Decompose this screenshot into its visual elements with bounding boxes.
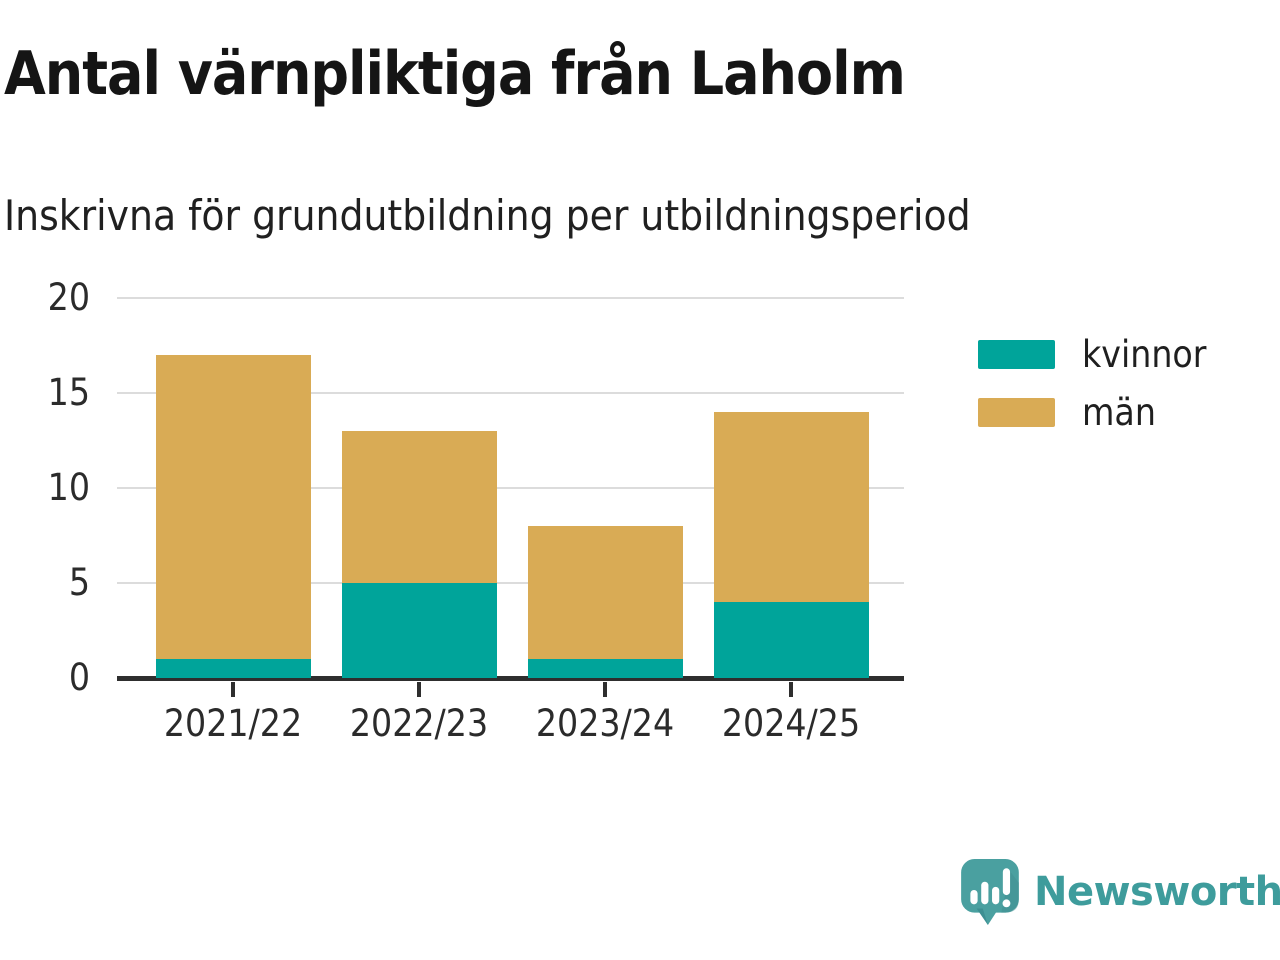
y-axis-tick-label: 0 <box>68 656 90 699</box>
bar-segment-män-2022/23 <box>341 431 497 583</box>
y-axis: 0 5 10 15 20 <box>0 276 95 699</box>
x-axis-label-2024/25: 2024/25 <box>721 702 861 745</box>
gridline-y10 <box>117 487 904 489</box>
x-axis-tick <box>789 682 793 697</box>
x-axis-tick <box>603 682 607 697</box>
legend-label-kvinnor: kvinnor <box>1082 333 1207 376</box>
bar-segment-kvinnor-2021/22 <box>155 659 311 678</box>
y-axis-tick-label: 10 <box>47 466 90 509</box>
x-axis-tick <box>231 682 235 697</box>
x-axis-label-2022/23: 2022/23 <box>349 702 489 745</box>
newsworthy-branding: Newsworthy <box>960 858 1280 926</box>
y-axis-tick-label: 5 <box>68 561 90 604</box>
legend-label-män: män <box>1082 391 1156 434</box>
x-axis-label-2023/24: 2023/24 <box>535 702 675 745</box>
legend-item-kvinnor: kvinnor <box>978 333 1207 376</box>
bar-segment-kvinnor-2022/23 <box>341 583 497 678</box>
newsworthy-wordmark: Newsworthy <box>1034 869 1280 915</box>
y-axis-tick-label: 20 <box>47 276 90 319</box>
bar-segment-män-2021/22 <box>155 355 311 659</box>
bar-segment-kvinnor-2023/24 <box>527 659 683 678</box>
gridline-y15 <box>117 392 904 394</box>
legend-swatch-män <box>978 398 1055 427</box>
y-axis-tick-label: 15 <box>47 371 90 414</box>
bar-segment-kvinnor-2024/25 <box>713 602 869 678</box>
x-axis-tick <box>417 682 421 697</box>
bar-segment-män-2023/24 <box>527 526 683 659</box>
x-axis-label-2021/22: 2021/22 <box>163 702 303 745</box>
page-title: Antal värnpliktiga från Laholm <box>4 39 906 109</box>
plot-area: 2021/22 2022/23 2023/24 2024/25 <box>117 297 904 745</box>
gridline-y5 <box>117 582 904 584</box>
x-axis-line <box>117 676 904 681</box>
legend-item-män: män <box>978 391 1206 434</box>
gridline-y20 <box>117 297 904 299</box>
newsworthy-logo-icon <box>961 859 1019 925</box>
chart-subtitle: Inskrivna för grundutbildning per utbild… <box>4 191 971 240</box>
legend-swatch-kvinnor <box>978 340 1055 369</box>
legend: kvinnor män <box>978 333 1207 456</box>
bar-segment-män-2024/25 <box>713 412 869 602</box>
